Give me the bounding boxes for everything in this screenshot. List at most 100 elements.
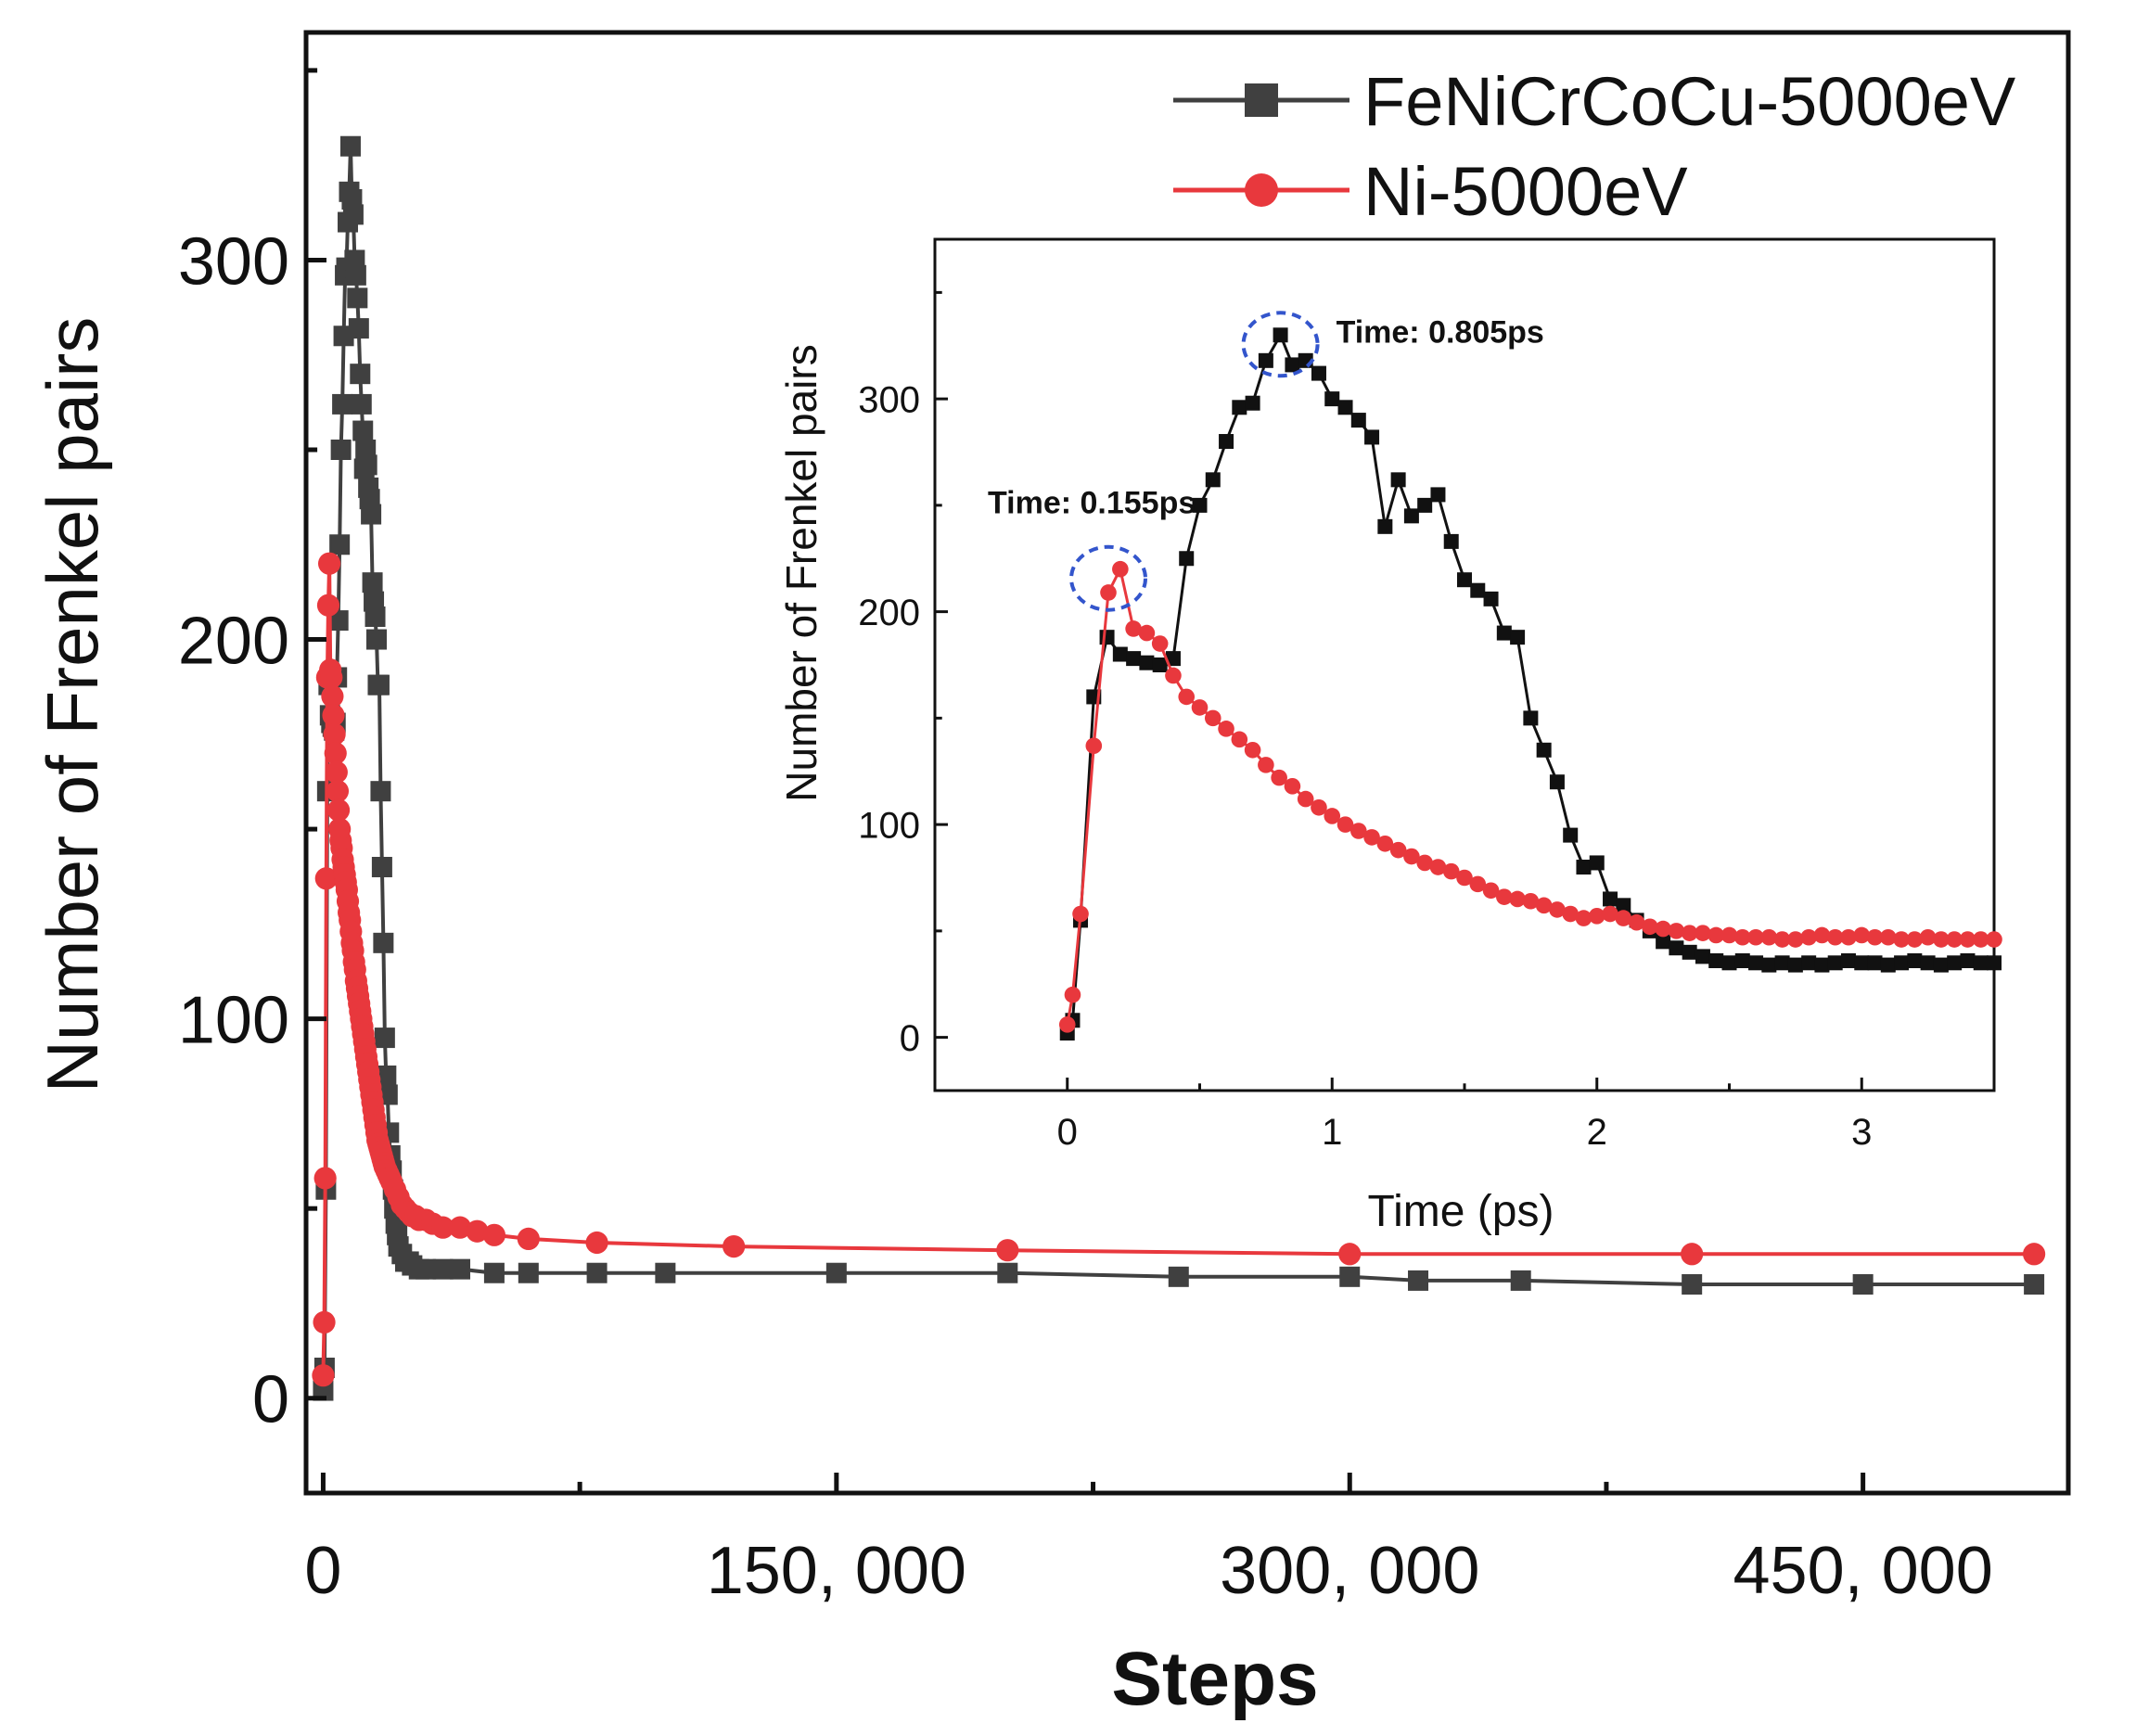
data-point-fenicrcocu-5000ev xyxy=(1549,774,1565,790)
data-point-ni-5000ev xyxy=(323,722,346,746)
data-point-ni-5000ev xyxy=(1151,635,1169,652)
data-point-fenicrcocu-5000ev xyxy=(1907,953,1923,969)
data-point-ni-5000ev xyxy=(1642,918,1658,936)
data-point-ni-5000ev xyxy=(1244,742,1261,759)
data-point-fenicrcocu-5000ev xyxy=(1947,955,1963,971)
data-point-ni-5000ev xyxy=(1125,620,1142,637)
y-tick-label: 0 xyxy=(900,1018,920,1059)
data-point-fenicrcocu-5000ev xyxy=(1205,472,1221,488)
inset-y-axis-title: Number of Frenkel pairs xyxy=(777,344,825,801)
data-point-ni-5000ev xyxy=(1655,920,1671,938)
data-point-fenicrcocu-5000ev xyxy=(1721,955,1737,971)
data-point-fenicrcocu-5000ev xyxy=(1417,497,1433,513)
data-point-fenicrcocu-5000ev xyxy=(361,504,382,525)
data-point-ni-5000ev xyxy=(1403,848,1420,865)
data-point-fenicrcocu-5000ev xyxy=(1682,1274,1703,1295)
data-point-ni-5000ev xyxy=(1178,688,1196,706)
annotation-label: Time: 0.155ps xyxy=(988,486,1196,521)
data-point-ni-5000ev xyxy=(1324,808,1341,824)
data-point-ni-5000ev xyxy=(316,594,340,617)
data-point-fenicrcocu-5000ev xyxy=(1563,827,1579,843)
data-point-fenicrcocu-5000ev xyxy=(1656,934,1671,950)
data-point-fenicrcocu-5000ev xyxy=(1987,955,2002,971)
data-point-fenicrcocu-5000ev xyxy=(1112,646,1128,662)
data-point-ni-5000ev xyxy=(1681,925,1698,941)
data-point-ni-5000ev xyxy=(1376,835,1394,852)
data-point-ni-5000ev xyxy=(312,1364,335,1387)
data-point-fenicrcocu-5000ev xyxy=(1682,944,1697,960)
data-point-ni-5000ev xyxy=(1866,928,1884,946)
data-point-ni-5000ev xyxy=(325,760,348,784)
data-point-fenicrcocu-5000ev xyxy=(1350,413,1366,428)
data-point-ni-5000ev xyxy=(1760,928,1778,946)
data-point-ni-5000ev xyxy=(1906,931,1924,948)
data-point-fenicrcocu-5000ev xyxy=(1933,957,1949,973)
data-point-fenicrcocu-5000ev xyxy=(1496,625,1512,641)
inset-chart: 0 1 2 3 0 100 200 300 Time: 0.805ps Time: 0.155p… xyxy=(777,237,2002,1236)
data-point-fenicrcocu-5000ev xyxy=(365,606,386,627)
x-tick-label: 2 xyxy=(1587,1112,1607,1153)
data-point-fenicrcocu-5000ev xyxy=(655,1262,676,1283)
data-point-fenicrcocu-5000ev xyxy=(1973,955,1989,971)
data-point-ni-5000ev xyxy=(324,742,347,765)
data-point-fenicrcocu-5000ev xyxy=(1273,327,1288,343)
data-point-fenicrcocu-5000ev xyxy=(2024,1274,2045,1295)
data-point-fenicrcocu-5000ev xyxy=(1457,572,1472,588)
data-point-ni-5000ev xyxy=(1496,888,1513,905)
data-point-fenicrcocu-5000ev xyxy=(1219,434,1234,450)
data-point-fenicrcocu-5000ev xyxy=(1408,1270,1429,1291)
data-point-fenicrcocu-5000ev xyxy=(1099,630,1115,645)
data-point-fenicrcocu-5000ev xyxy=(368,674,390,696)
annotation-highlight-circle xyxy=(1241,311,1320,378)
x-tick-label: 150, 000 xyxy=(707,1534,966,1608)
data-point-ni-5000ev xyxy=(1959,931,1976,948)
data-point-ni-5000ev xyxy=(1258,757,1274,773)
data-point-fenicrcocu-5000ev xyxy=(1616,898,1631,913)
data-point-fenicrcocu-5000ev xyxy=(1761,957,1777,973)
data-point-fenicrcocu-5000ev xyxy=(518,1262,539,1283)
data-point-fenicrcocu-5000ev xyxy=(586,1262,608,1283)
data-point-ni-5000ev xyxy=(1562,905,1579,923)
legend-label-fenicrcocu: FeNiCrCoCu-5000eV xyxy=(1363,63,2016,140)
data-point-ni-5000ev xyxy=(448,1216,472,1239)
data-point-fenicrcocu-5000ev xyxy=(1179,551,1195,567)
data-point-ni-5000ev xyxy=(517,1227,540,1251)
data-point-fenicrcocu-5000ev xyxy=(1232,400,1247,415)
data-point-fenicrcocu-5000ev xyxy=(432,1258,454,1280)
data-point-ni-5000ev xyxy=(1085,737,1103,755)
data-point-fenicrcocu-5000ev xyxy=(416,1258,437,1280)
data-point-fenicrcocu-5000ev xyxy=(345,264,366,286)
data-point-ni-5000ev xyxy=(1893,931,1910,948)
data-point-ni-5000ev xyxy=(1311,798,1327,816)
data-point-ni-5000ev xyxy=(313,1167,337,1190)
data-point-fenicrcocu-5000ev xyxy=(1880,957,1896,973)
data-point-ni-5000ev xyxy=(326,780,350,803)
data-point-fenicrcocu-5000ev xyxy=(342,204,364,225)
data-point-ni-5000ev xyxy=(1112,560,1129,578)
data-point-fenicrcocu-5000ev xyxy=(1483,591,1499,606)
data-point-fenicrcocu-5000ev xyxy=(1774,955,1790,971)
data-point-fenicrcocu-5000ev xyxy=(1192,497,1208,513)
data-point-ni-5000ev xyxy=(1628,913,1645,931)
data-point-fenicrcocu-5000ev xyxy=(1311,365,1326,381)
data-point-ni-5000ev xyxy=(1575,910,1592,926)
data-point-ni-5000ev xyxy=(482,1223,506,1246)
data-point-ni-5000ev xyxy=(322,704,345,727)
data-point-ni-5000ev xyxy=(1602,905,1618,923)
data-point-fenicrcocu-5000ev xyxy=(825,1262,847,1283)
data-point-fenicrcocu-5000ev xyxy=(373,932,394,953)
inset-axes-layer: 0 1 2 3 0 100 200 300 xyxy=(858,290,1872,1153)
data-point-fenicrcocu-5000ev xyxy=(374,1028,395,1049)
legend-marker-circle xyxy=(1245,173,1278,207)
x-tick-label: 1 xyxy=(1322,1112,1342,1153)
data-point-fenicrcocu-5000ev xyxy=(1470,582,1486,598)
data-point-ni-5000ev xyxy=(1191,699,1209,716)
data-point-fenicrcocu-5000ev xyxy=(362,572,383,594)
data-point-ni-5000ev xyxy=(1165,667,1182,684)
data-point-fenicrcocu-5000ev xyxy=(1443,533,1459,549)
x-tick-label: 0 xyxy=(1057,1112,1078,1153)
data-point-fenicrcocu-5000ev xyxy=(1364,429,1380,445)
data-point-ni-5000ev xyxy=(1482,882,1500,900)
data-point-ni-5000ev xyxy=(1986,931,2002,948)
